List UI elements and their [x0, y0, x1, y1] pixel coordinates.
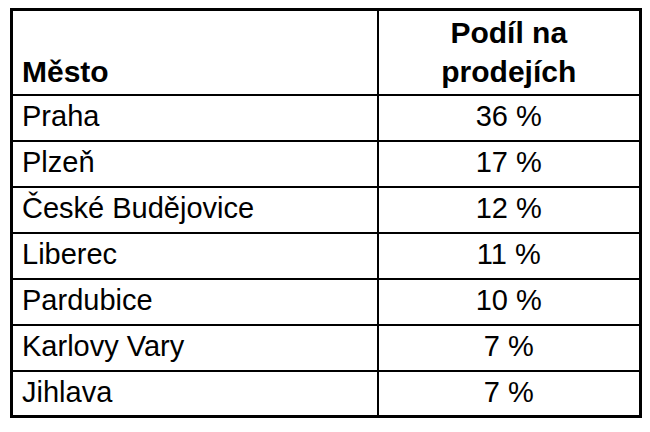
city-sales-share-table: Město Podíl na prodejích Praha 36 % Plze…: [10, 8, 642, 418]
table-row: Liberec 11 %: [12, 233, 641, 279]
city-cell: České Budějovice: [12, 187, 378, 233]
column-header-city: Město: [12, 10, 378, 95]
share-cell: 7 %: [378, 325, 641, 371]
city-cell: Plzeň: [12, 141, 378, 187]
column-header-share-line1: Podíl na: [379, 13, 640, 52]
share-cell: 7 %: [378, 371, 641, 417]
share-cell: 17 %: [378, 141, 641, 187]
column-header-share: Podíl na prodejích: [378, 10, 641, 95]
table-row: Karlovy Vary 7 %: [12, 325, 641, 371]
city-cell: Karlovy Vary: [12, 325, 378, 371]
city-cell: Liberec: [12, 233, 378, 279]
table-row: Plzeň 17 %: [12, 141, 641, 187]
share-cell: 36 %: [378, 95, 641, 141]
table-header: Město Podíl na prodejích: [12, 10, 641, 95]
city-cell: Jihlava: [12, 371, 378, 417]
header-row: Město Podíl na prodejích: [12, 10, 641, 95]
share-cell: 11 %: [378, 233, 641, 279]
table-row: České Budějovice 12 %: [12, 187, 641, 233]
city-cell: Pardubice: [12, 279, 378, 325]
table-row: Pardubice 10 %: [12, 279, 641, 325]
city-cell: Praha: [12, 95, 378, 141]
share-cell: 10 %: [378, 279, 641, 325]
table-body: Praha 36 % Plzeň 17 % České Budějovice 1…: [12, 95, 641, 417]
table-row: Jihlava 7 %: [12, 371, 641, 417]
share-cell: 12 %: [378, 187, 641, 233]
table-row: Praha 36 %: [12, 95, 641, 141]
column-header-share-line2: prodejích: [379, 52, 640, 91]
